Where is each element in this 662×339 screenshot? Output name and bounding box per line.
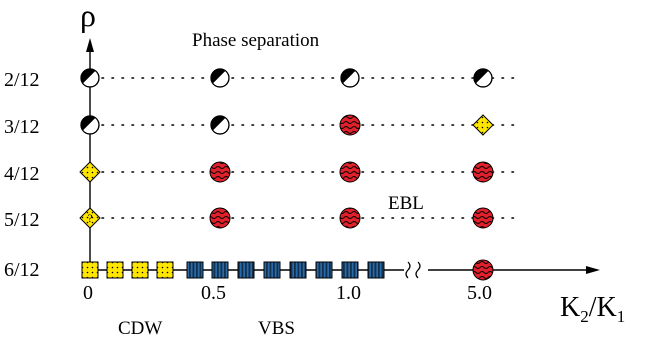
ebl-label: EBL bbox=[388, 193, 424, 214]
vbs-marker bbox=[237, 261, 255, 279]
phase-separation-marker bbox=[340, 68, 360, 88]
vbs-marker bbox=[341, 261, 359, 279]
vbs-marker bbox=[263, 261, 281, 279]
phase-separation-marker bbox=[80, 68, 100, 88]
cdw-marker bbox=[106, 261, 124, 279]
vbs-label: VBS bbox=[258, 318, 295, 339]
uncertain-marker: ? bbox=[79, 207, 101, 229]
y-tick-label: 3/12 bbox=[4, 116, 40, 138]
cdw-label: CDW bbox=[118, 318, 162, 339]
phase-separation-marker bbox=[210, 115, 230, 135]
phase-separation-marker bbox=[473, 68, 493, 88]
vbs-marker bbox=[367, 261, 385, 279]
ebl-marker bbox=[472, 161, 494, 183]
phase-separation-marker bbox=[210, 68, 230, 88]
ebl-marker bbox=[339, 161, 361, 183]
y-tick-label: 5/12 bbox=[4, 209, 40, 231]
vbs-marker bbox=[211, 261, 229, 279]
x-tick-label: 1.0 bbox=[336, 282, 361, 304]
x-tick-label: 0.5 bbox=[201, 282, 226, 304]
ebl-marker bbox=[339, 114, 361, 136]
vbs-marker bbox=[289, 261, 307, 279]
ebl-marker bbox=[472, 259, 494, 281]
ebl-marker bbox=[339, 207, 361, 229]
y-tick-label: 4/12 bbox=[4, 163, 40, 185]
vbs-marker bbox=[186, 261, 204, 279]
x-axis-arrow bbox=[586, 266, 600, 274]
phase-separation-label: Phase separation bbox=[192, 30, 320, 51]
cdw-marker bbox=[81, 261, 99, 279]
y-axis-label: ρ bbox=[80, 0, 96, 33]
y-tick-label: 6/12 bbox=[4, 259, 40, 281]
phase-separation-marker bbox=[80, 115, 100, 135]
cdw-marker bbox=[156, 261, 174, 279]
y-tick-label: 2/12 bbox=[4, 69, 40, 91]
uncertain-marker bbox=[79, 161, 101, 183]
phase-markers: ? bbox=[79, 68, 494, 281]
ebl-marker bbox=[209, 161, 231, 183]
x-axis-label: K2/K1 bbox=[560, 292, 625, 326]
x-tick-label: 0 bbox=[83, 282, 93, 304]
dotted-guide-lines bbox=[91, 77, 523, 219]
vbs-marker bbox=[315, 261, 333, 279]
y-axis-arrow bbox=[86, 38, 94, 52]
x-tick-label: 5.0 bbox=[467, 282, 492, 304]
ebl-marker bbox=[209, 207, 231, 229]
ebl-marker bbox=[472, 207, 494, 229]
uncertain-marker bbox=[472, 114, 494, 136]
axis-break-mark bbox=[405, 261, 421, 279]
cdw-marker bbox=[131, 261, 149, 279]
marker-label: ? bbox=[87, 211, 92, 225]
